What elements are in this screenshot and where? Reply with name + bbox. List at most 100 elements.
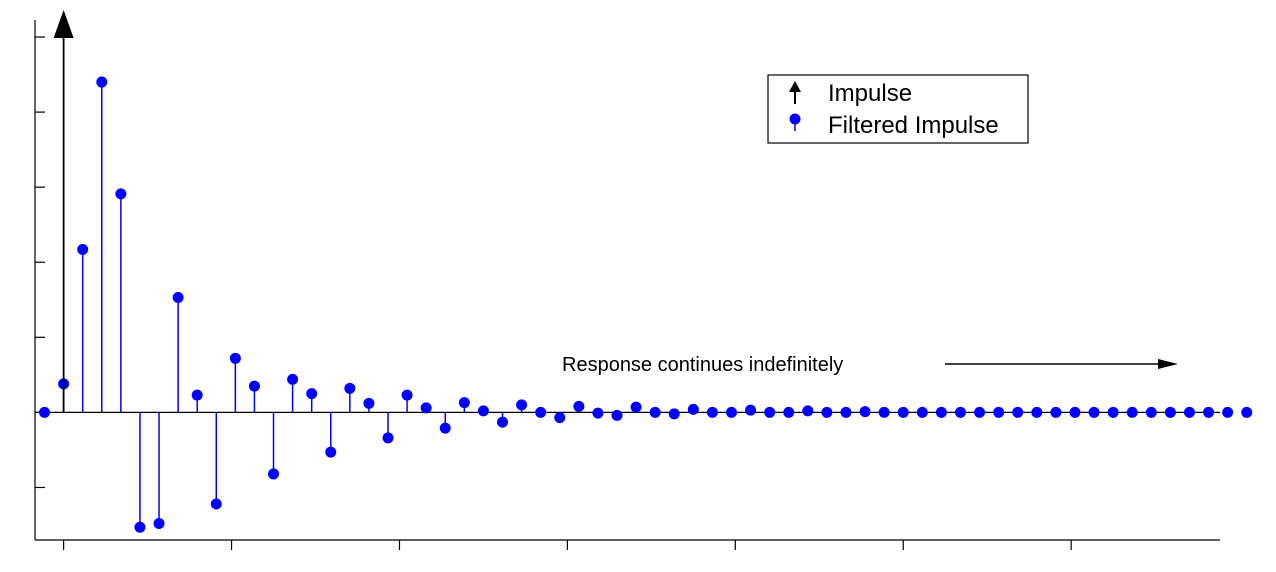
stem-dot (287, 373, 299, 385)
stem-dot (611, 409, 623, 421)
stem-dot (668, 408, 680, 420)
stem-point (268, 412, 280, 480)
stem-dot (554, 412, 566, 424)
stem-point (821, 406, 833, 418)
stem-dot (687, 403, 699, 415)
stem-dot (1241, 406, 1253, 418)
stem-dot (706, 406, 718, 418)
stem-point (1126, 406, 1138, 418)
stem-dot (458, 397, 470, 409)
stem-point (745, 404, 757, 416)
stem-dot (1050, 406, 1062, 418)
stem-dot (1088, 406, 1100, 418)
stem-dot (573, 400, 585, 412)
stem-dot (1069, 406, 1081, 418)
stem-point (1050, 406, 1062, 418)
stem-point (1107, 406, 1119, 418)
impulse-layer (53, 10, 74, 413)
stem-dot (1126, 406, 1138, 418)
stem-point (954, 406, 966, 418)
impulse-arrowhead (53, 10, 74, 38)
stem-point (592, 407, 604, 419)
stem-dot (1183, 406, 1195, 418)
stem-point (1183, 406, 1195, 418)
stem-dot (210, 498, 222, 510)
stem-point (878, 406, 890, 418)
stem-dot (859, 406, 871, 418)
stem-point (974, 406, 986, 418)
legend-filtered-icon (789, 113, 801, 131)
stem-point (783, 406, 795, 418)
annotation-text: Response continues indefinitely (562, 354, 843, 376)
stem-point (668, 408, 680, 420)
stem-dot (535, 406, 547, 418)
stem-dot (840, 406, 852, 418)
stem-point (1164, 406, 1176, 418)
stem-point (916, 406, 928, 418)
legend-label-filtered: Filtered Impulse (828, 112, 999, 139)
stem-point (325, 412, 337, 458)
stem-point (96, 76, 108, 413)
stem-dot (325, 446, 337, 458)
stem-dot (783, 406, 795, 418)
stem-dot (725, 406, 737, 418)
stem-point (1222, 406, 1234, 418)
stem-dot (153, 517, 165, 529)
stem-dot (916, 406, 928, 418)
legend-impulse-icon (789, 81, 801, 104)
stem-dot (1222, 406, 1234, 418)
stem-point (153, 412, 165, 529)
stem-point (706, 406, 718, 418)
stem-dot (382, 432, 394, 444)
stem-point (611, 409, 623, 421)
stem-point (39, 406, 51, 418)
stem-point (477, 405, 489, 417)
stem-dot (745, 404, 757, 416)
stem-dot (764, 406, 776, 418)
stem-point (363, 397, 375, 413)
legend-box (767, 74, 1029, 144)
stem-point (897, 406, 909, 418)
stem-point (1145, 406, 1157, 418)
stem-dot (1031, 406, 1043, 418)
stem-dot (229, 352, 241, 364)
legend: Impulse Filtered Impulse (767, 74, 1029, 144)
stem-point (248, 380, 260, 413)
stem-dot (878, 406, 890, 418)
stem-point (725, 406, 737, 418)
stem-point (172, 292, 184, 413)
stem-point (115, 188, 127, 413)
stem-dot (191, 389, 203, 401)
stem-point (287, 373, 299, 413)
stem-point (458, 397, 470, 413)
stem-dot (497, 416, 509, 428)
stem-dot (802, 405, 814, 417)
stem-dot (592, 407, 604, 419)
stem-dot (134, 521, 146, 533)
stem-point (535, 406, 547, 418)
stem-dot (306, 388, 318, 400)
stem-point (1088, 406, 1100, 418)
stem-point (134, 412, 146, 533)
stem-dot (1164, 406, 1176, 418)
stem-dot (821, 406, 833, 418)
stem-dot (39, 406, 51, 418)
stem-point (859, 406, 871, 418)
stem-point (687, 403, 699, 415)
stem-dot (993, 406, 1005, 418)
stem-dot (1145, 406, 1157, 418)
stem-dot (439, 422, 451, 434)
stem-point (764, 406, 776, 418)
stem-point (306, 388, 318, 413)
stem-dot (96, 76, 108, 88)
stem-dot (248, 380, 260, 392)
stem-point (439, 412, 451, 434)
stem-dot (401, 389, 413, 401)
stem-dot (172, 292, 184, 304)
stem-dot (1012, 406, 1024, 418)
stem-point (497, 412, 509, 428)
stem-dot (974, 406, 986, 418)
stem-point (935, 406, 947, 418)
stem-dot (935, 406, 947, 418)
axes (34, 20, 1220, 550)
